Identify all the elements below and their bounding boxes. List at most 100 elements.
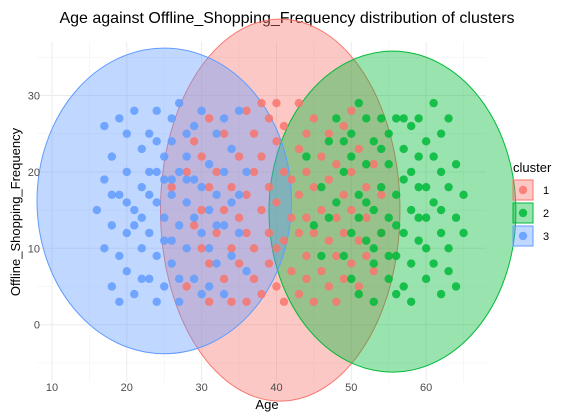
data-point-cluster-3 — [107, 190, 117, 200]
data-point-cluster-3 — [122, 228, 131, 238]
data-point-cluster-3 — [145, 228, 154, 238]
data-point-cluster-3 — [167, 137, 176, 146]
y-tick-label: 20 — [28, 167, 40, 179]
data-point-cluster-2 — [392, 251, 401, 261]
x-tick-label: 10 — [46, 382, 58, 394]
data-point-cluster-1 — [249, 167, 259, 177]
data-point-cluster-2 — [429, 259, 438, 268]
data-point-cluster-2 — [444, 244, 453, 253]
data-point-cluster-3 — [182, 152, 191, 161]
data-point-cluster-3 — [212, 190, 221, 200]
data-point-cluster-2 — [384, 274, 393, 284]
data-point-cluster-2 — [399, 282, 408, 291]
data-point-cluster-1 — [279, 236, 289, 245]
data-point-cluster-3 — [227, 198, 236, 207]
x-tick-label: 40 — [270, 382, 282, 394]
data-point-cluster-3 — [182, 198, 191, 207]
data-point-cluster-2 — [369, 259, 378, 268]
data-point-cluster-1 — [324, 175, 334, 184]
data-point-cluster-3 — [167, 236, 176, 245]
data-point-cluster-3 — [204, 282, 214, 291]
data-point-cluster-1 — [212, 167, 221, 177]
data-point-cluster-2 — [354, 213, 363, 222]
data-point-cluster-1 — [294, 228, 304, 238]
x-tick-label: 30 — [196, 382, 208, 394]
data-point-cluster-3 — [212, 259, 221, 268]
data-point-cluster-3 — [212, 129, 221, 138]
data-point-cluster-3 — [145, 274, 154, 284]
data-point-cluster-2 — [421, 244, 431, 253]
x-axis-title: Age — [255, 397, 278, 412]
data-point-cluster-1 — [324, 236, 334, 245]
data-point-cluster-3 — [92, 205, 102, 215]
data-point-cluster-3 — [160, 152, 169, 161]
data-point-cluster-3 — [107, 221, 117, 230]
data-point-cluster-1 — [272, 244, 281, 253]
data-point-cluster-3 — [234, 190, 244, 200]
data-point-cluster-1 — [264, 182, 274, 192]
y-tick-label: 30 — [28, 90, 40, 102]
data-point-cluster-1 — [339, 190, 349, 200]
data-point-cluster-1 — [264, 114, 274, 123]
data-point-cluster-3 — [115, 297, 124, 306]
data-point-cluster-1 — [339, 274, 349, 284]
data-point-cluster-3 — [167, 114, 176, 123]
data-point-cluster-3 — [234, 106, 244, 115]
data-point-cluster-2 — [384, 160, 393, 169]
cluster-ellipse-3 — [36, 47, 292, 355]
data-point-cluster-1 — [272, 137, 281, 146]
data-point-cluster-2 — [347, 274, 356, 284]
data-point-cluster-1 — [249, 129, 259, 138]
data-point-cluster-1 — [354, 144, 363, 154]
data-point-cluster-2 — [451, 282, 461, 291]
data-point-cluster-3 — [234, 228, 244, 238]
data-point-cluster-2 — [392, 114, 401, 123]
data-point-cluster-1 — [182, 167, 191, 177]
data-point-cluster-1 — [287, 175, 296, 184]
data-point-cluster-1 — [347, 106, 356, 115]
data-point-cluster-1 — [324, 282, 334, 291]
data-point-cluster-2 — [436, 167, 446, 177]
data-point-cluster-1 — [332, 251, 341, 261]
data-point-cluster-3 — [212, 221, 221, 230]
data-point-cluster-3 — [130, 221, 139, 230]
data-point-cluster-3 — [107, 282, 117, 291]
data-point-cluster-3 — [182, 129, 191, 138]
data-point-cluster-2 — [429, 152, 438, 161]
data-point-cluster-2 — [339, 251, 349, 261]
data-point-cluster-2 — [451, 160, 461, 169]
data-point-cluster-1 — [294, 144, 304, 154]
data-point-cluster-2 — [377, 114, 386, 123]
data-point-cluster-1 — [219, 129, 229, 138]
data-point-cluster-1 — [354, 236, 363, 245]
data-point-cluster-2 — [317, 251, 326, 261]
data-point-cluster-2 — [347, 228, 356, 238]
data-point-cluster-2 — [406, 167, 416, 177]
data-point-cluster-2 — [354, 98, 363, 108]
data-points — [92, 98, 468, 306]
data-point-cluster-1 — [234, 259, 244, 268]
data-point-cluster-2 — [324, 213, 334, 222]
data-point-cluster-1 — [279, 121, 289, 131]
data-point-cluster-1 — [189, 137, 199, 146]
data-point-cluster-3 — [100, 244, 109, 253]
data-point-cluster-1 — [257, 152, 266, 161]
data-point-cluster-1 — [317, 152, 326, 161]
data-point-cluster-3 — [107, 152, 117, 161]
data-point-cluster-1 — [249, 274, 259, 284]
data-point-cluster-1 — [309, 228, 319, 238]
data-point-cluster-3 — [174, 167, 184, 177]
data-point-cluster-2 — [362, 198, 371, 207]
data-point-cluster-2 — [362, 160, 371, 169]
data-point-cluster-3 — [167, 175, 176, 184]
data-point-cluster-2 — [362, 114, 371, 123]
data-point-cluster-1 — [249, 244, 259, 253]
data-point-cluster-1 — [317, 205, 326, 215]
x-tick-label: 60 — [420, 382, 432, 394]
data-point-cluster-3 — [130, 289, 139, 299]
data-point-cluster-2 — [444, 114, 453, 123]
data-point-cluster-2 — [302, 152, 311, 161]
data-point-cluster-2 — [414, 182, 423, 192]
data-point-cluster-1 — [279, 167, 289, 177]
